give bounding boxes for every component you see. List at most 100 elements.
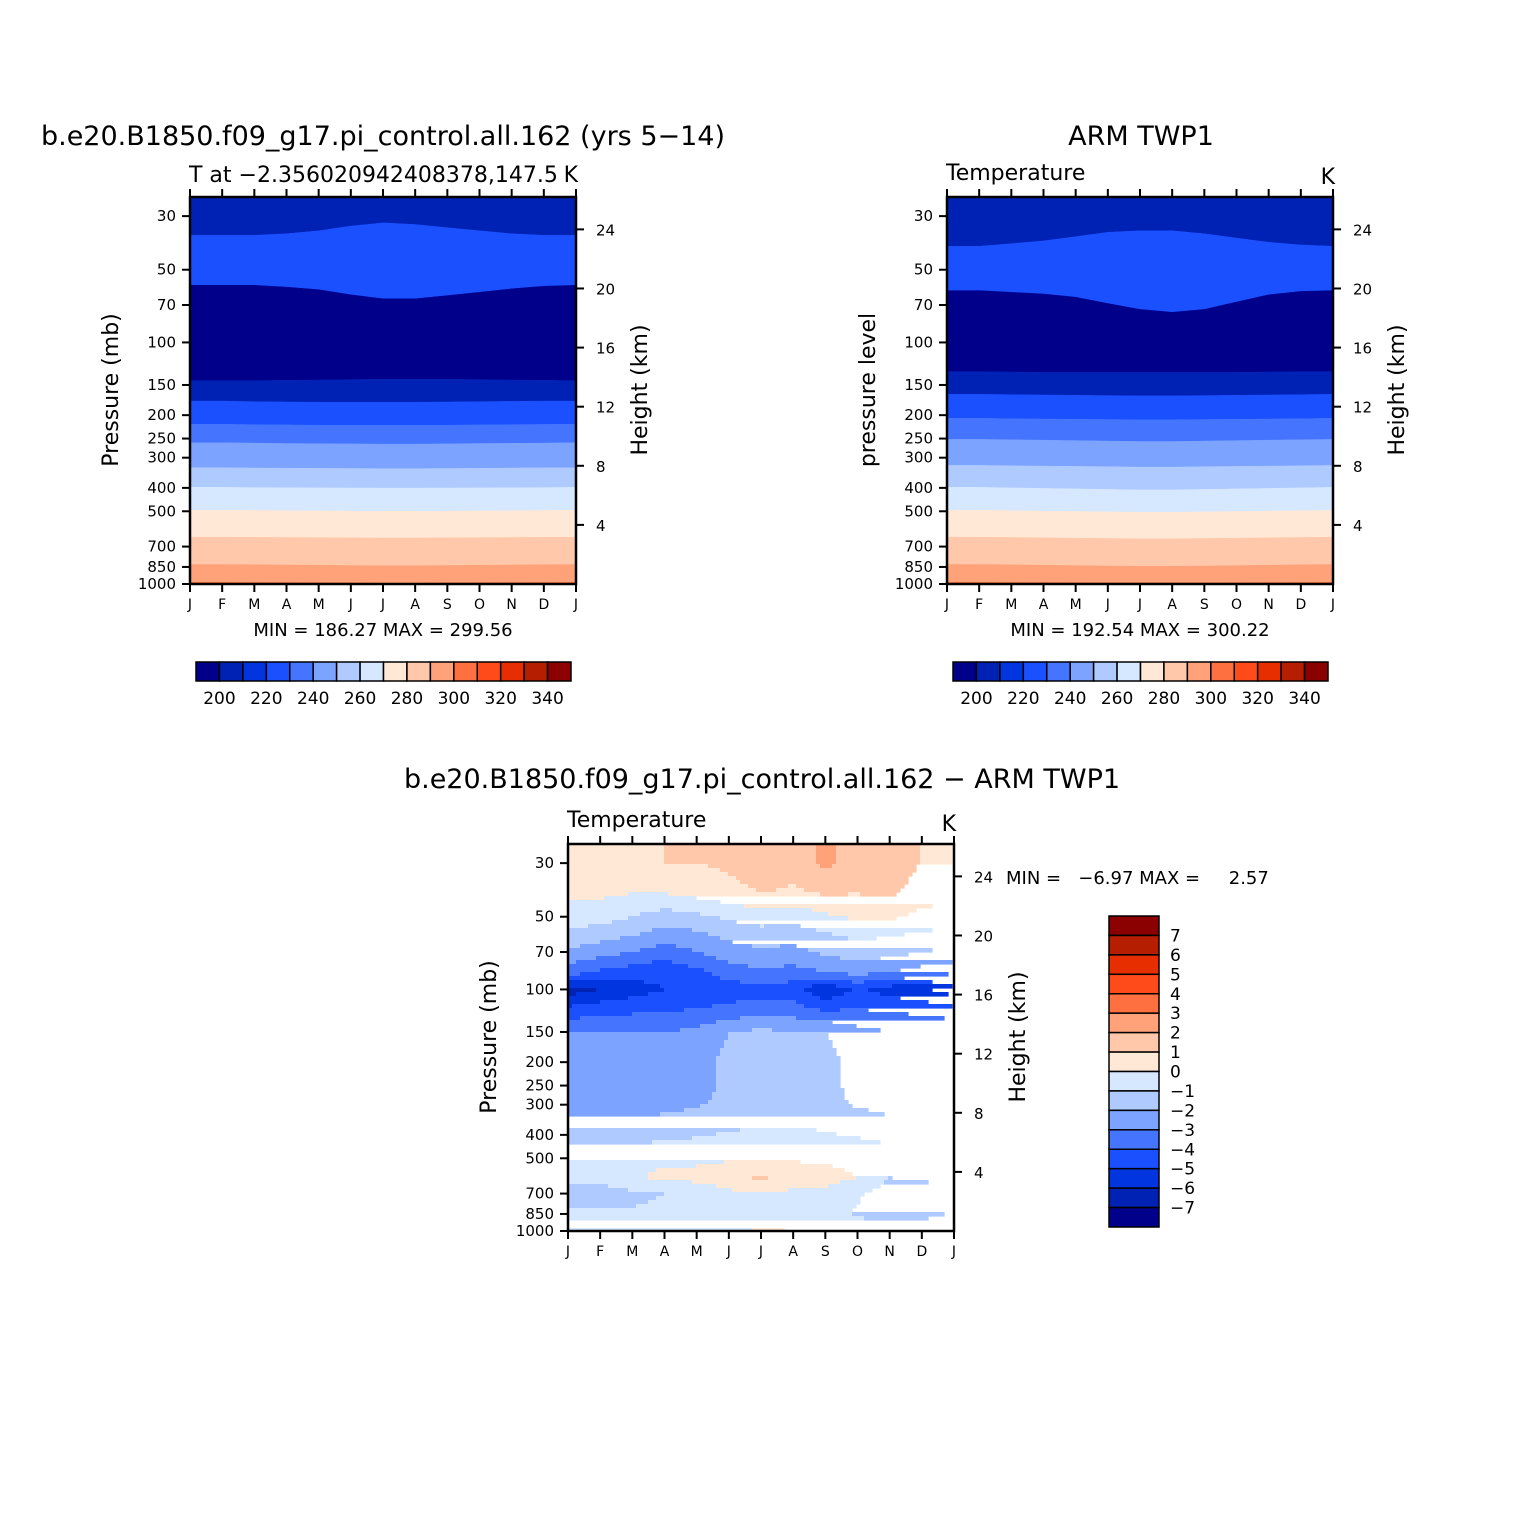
panel3-y-tick-label: 50 xyxy=(535,908,554,926)
panel3-contour-cell xyxy=(568,1044,725,1049)
panel3-colorbar-box xyxy=(1108,1012,1160,1034)
panel3-contour-cell xyxy=(596,988,665,993)
panel3-contour-cell xyxy=(568,1008,685,1013)
panel3-contour-cell xyxy=(664,860,817,865)
panel3-contour-cell xyxy=(852,988,869,993)
panel3-colorbar-label: 4 xyxy=(1170,985,1181,1005)
panel3-contour-cell xyxy=(716,1088,845,1093)
panel1-right-axis-label: Height (km) xyxy=(628,324,653,455)
panel3-colorbar-label: 3 xyxy=(1170,1004,1181,1024)
panel1-contour-band xyxy=(189,564,577,584)
panel3-contour-cell xyxy=(716,1068,841,1073)
panel3-y-tick-label: 300 xyxy=(525,1096,554,1114)
panel3-x-tick-label: O xyxy=(852,1244,863,1260)
panel3-contour-cell xyxy=(708,1100,849,1105)
panel2-y-tick-label: 1000 xyxy=(895,575,933,593)
panel2-colorbar-box xyxy=(1303,661,1329,682)
panel3-contour-cell xyxy=(720,868,917,873)
panel3-contour-cell xyxy=(568,1212,853,1217)
panel3-contour-cell xyxy=(568,1076,717,1081)
panel3-colorbar-box xyxy=(1108,973,1160,995)
panel2-units: K xyxy=(1321,165,1336,190)
panel3-contour-cell xyxy=(820,952,909,957)
panel3-colorbar-box xyxy=(1108,1129,1160,1150)
panel3-contour-cell xyxy=(680,1028,753,1033)
panel3-title: b.e20.B1850.f09_g17.pi_control.all.162 −… xyxy=(404,764,1120,795)
panel3-contour-cell xyxy=(604,896,697,901)
panel3-contour-cell xyxy=(568,1048,721,1053)
panel3-variable-label: Temperature xyxy=(566,808,706,833)
panel3-contour-cell xyxy=(836,848,921,853)
panel3-contour-cell xyxy=(660,984,813,989)
panel3-contour-cell xyxy=(684,1008,821,1013)
panel3-contour-cell xyxy=(580,1016,741,1021)
panel1-y-tick-label: 200 xyxy=(147,406,176,424)
panel2-y-tick-label: 700 xyxy=(904,538,933,556)
panel1-y-tick-label: 1000 xyxy=(138,575,176,593)
panel3-contour-cell xyxy=(568,1136,693,1141)
panel3-contour-cell xyxy=(568,880,741,885)
panel3-contour-cell xyxy=(568,1104,701,1109)
panel3-contour-cell xyxy=(568,1020,717,1025)
panel3-contour-cell xyxy=(568,1032,729,1037)
panel3-contour-cell xyxy=(580,972,713,977)
panel3-contour-cell xyxy=(568,864,709,869)
panel3-contour-cell xyxy=(764,924,801,929)
panel1-colorbar-box xyxy=(453,661,478,682)
panel1-colorbar-box xyxy=(289,661,314,682)
panel1-x-tick-label: M xyxy=(248,597,260,613)
panel3-contour-cell xyxy=(820,864,833,869)
panel3-colorbar-label: −2 xyxy=(1170,1101,1195,1121)
panel3-contour-cell xyxy=(568,912,641,917)
panel3-contour-cell xyxy=(568,1084,717,1089)
panel3-contour-cell xyxy=(568,936,621,941)
panel3-contour-cell xyxy=(612,920,737,925)
panel3-contour-cell xyxy=(704,952,821,957)
panel3-contour-cell xyxy=(712,1096,845,1101)
panel3-contour-cell xyxy=(864,1216,929,1221)
panel3-contour-cell xyxy=(720,1052,837,1057)
panel3-x-tick-label: A xyxy=(788,1244,798,1260)
panel3-contour-cell xyxy=(664,1192,865,1197)
panel2-x-tick-label: J xyxy=(944,597,949,613)
panel3-contour-cell xyxy=(568,1004,573,1009)
panel3-contour-cell xyxy=(568,968,601,973)
panel3-contour-cell xyxy=(664,988,805,993)
panel3-contour-cell xyxy=(568,1024,701,1029)
panel3-contour-cell xyxy=(720,936,849,941)
panel1-contour-band xyxy=(189,536,577,566)
panel3-x-tick-label: J xyxy=(951,1244,956,1260)
panel3-contour-cell xyxy=(920,860,953,865)
panel3-contour-cell xyxy=(568,1064,717,1069)
panel3-contour-cell xyxy=(568,972,581,977)
panel3-contour-cell xyxy=(568,1176,649,1181)
panel2-contour-band xyxy=(946,418,1334,442)
panel3-contour-cell xyxy=(840,956,881,961)
panel2-colorbar-label: 240 xyxy=(1054,689,1086,709)
panel3-contour-cell xyxy=(836,844,921,849)
panel3-contour-cell xyxy=(848,916,897,921)
panel3-contour-cell xyxy=(656,1196,861,1201)
panel1-x-tick-label: M xyxy=(313,597,325,613)
panel3-contour-cell xyxy=(728,960,953,965)
panel3-contour-cell xyxy=(772,1028,881,1033)
panel2-x-tick-label: D xyxy=(1295,597,1306,613)
panel3-contour-cell xyxy=(568,1168,657,1173)
panel3-contour-cell xyxy=(836,852,921,857)
panel3-contour-cell xyxy=(740,1128,817,1133)
panel3-colorbar-label: 6 xyxy=(1170,946,1181,966)
panel1-y-tick-label: 100 xyxy=(147,333,176,351)
panel3-min-max: MIN = −6.97 MAX = 2.57 xyxy=(1006,868,1269,889)
panel3-contour-cell xyxy=(568,1204,637,1209)
panel3-x-tick-label: S xyxy=(821,1244,830,1260)
panel3-contour-cell xyxy=(868,988,933,993)
panel2-right-tick-label: 8 xyxy=(1353,458,1363,476)
panel3-colorbar-box xyxy=(1108,1070,1160,1092)
panel3-colorbar-label: −4 xyxy=(1170,1140,1195,1160)
panel3-contour-cell xyxy=(708,864,821,869)
panel1-contour-band xyxy=(189,509,577,539)
panel3-right-tick-label: 16 xyxy=(974,987,993,1005)
